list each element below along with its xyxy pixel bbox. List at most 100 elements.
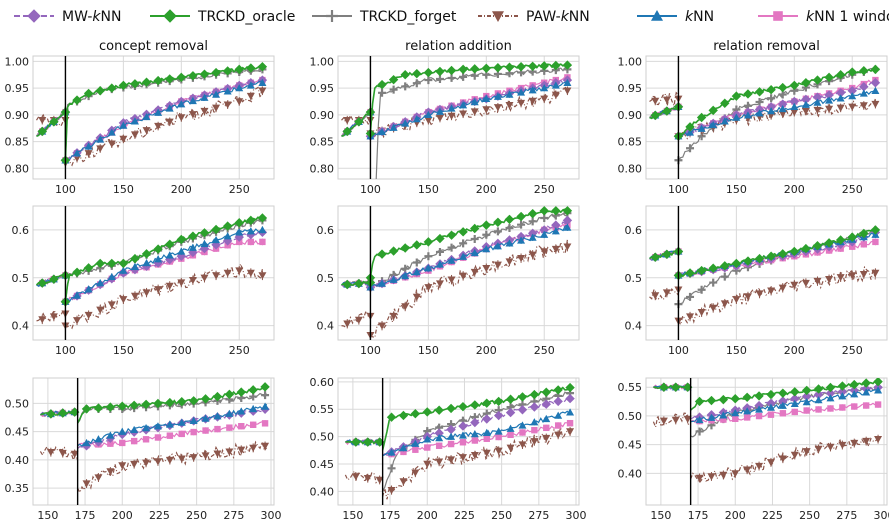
data-point [177,279,186,287]
data-point [801,243,811,254]
series-line [649,287,679,301]
data-point [246,63,256,73]
data-point [720,272,729,281]
series-PAW-kNN [341,85,572,140]
data-point [412,240,422,250]
data-point [378,127,387,136]
series-line [677,265,876,327]
data-point [117,401,127,411]
data-point [235,84,244,92]
data-point [130,79,140,89]
data-point [165,282,174,290]
data-point [470,248,479,257]
data-point [37,126,47,137]
data-point [389,85,398,94]
data-point [779,410,787,417]
data-point [563,243,572,251]
y-tick-label: 0.60 [310,376,335,389]
data-point [683,415,692,424]
legend-entry-PAW-kNN: PAW-kNN [478,9,590,25]
data-point [238,423,245,430]
data-point [551,91,560,99]
y-tick-label: 0.40 [618,467,643,480]
data-point [388,74,399,85]
series-TRCKD_oracle [341,206,573,290]
data-point [94,474,103,482]
data-point [447,104,456,112]
data-point [470,417,480,428]
data-point [790,281,799,289]
data-point [400,448,407,456]
x-tick-label: 200 [784,183,805,196]
data-point [835,70,846,80]
data-point [493,217,503,227]
x-tick-label: 225 [149,509,170,522]
data-point [119,439,126,447]
data-point [96,279,105,287]
series-TRCKD_oracle [36,61,268,165]
panel-8: 150 175 200 225 250 275 300 0.40 0.45 0.50 0.55 0.6… [310,376,587,522]
data-point [516,211,526,222]
data-point [178,430,185,438]
series-line [64,67,263,161]
data-point [236,238,243,246]
data-point [754,391,764,401]
data-point [130,292,139,300]
data-point [755,405,764,413]
data-point [791,408,798,416]
data-point [165,74,175,84]
series-PAW-kNN [652,412,883,484]
legend: MW-kNN TRCKD_oracle TRCKD_forget PAW-kNN kNN… [14,9,889,25]
data-point [541,399,551,409]
data-point [354,117,364,127]
legend-entry-TRCKD_oracle: TRCKD_oracle [150,9,295,25]
data-point [862,402,870,409]
data-point [176,234,187,245]
data-point [106,468,115,476]
data-point [543,424,550,432]
data-point [447,243,456,252]
data-point [529,389,540,400]
data-point [790,108,799,117]
data-point [177,455,186,463]
data-point [363,474,372,483]
panel-title: relation addition [405,39,512,54]
data-point [789,80,800,91]
data-point [528,251,537,259]
data-point [165,239,175,249]
data-point [732,296,741,304]
legend-entry-kNN-1-window: kNN 1 window [758,9,889,25]
x-tick-label: 200 [784,344,805,357]
data-point [447,432,456,440]
series-kNN-1-window [649,76,879,140]
data-point [482,449,491,457]
legend-label: MW-kNN [62,9,121,25]
data-point [754,87,765,97]
data-point [482,230,491,239]
data-point [130,253,140,264]
panel-5: 100 150 200 250 0.4 0.5 0.6 [317,205,580,357]
data-point [859,65,869,76]
data-point [153,398,163,409]
data-point [118,258,129,269]
data-point [542,434,551,443]
data-point [165,456,174,465]
data-point [542,414,551,423]
data-point [188,276,197,285]
data-point [84,311,93,320]
data-point [458,431,467,439]
x-tick-label: 175 [380,509,401,522]
data-point [539,61,549,71]
data-point [803,407,810,414]
data-point [517,254,526,263]
data-point [790,102,799,111]
legend-entry-kNN: kNN [637,9,714,25]
data-point [412,293,421,301]
data-point [847,232,857,242]
data-point [257,61,268,72]
y-tick-label: 0.90 [310,109,335,122]
y-tick-label: 0.6 [317,224,335,237]
data-point [812,75,823,85]
data-point [354,316,363,324]
x-tick-label: 100 [668,183,689,196]
